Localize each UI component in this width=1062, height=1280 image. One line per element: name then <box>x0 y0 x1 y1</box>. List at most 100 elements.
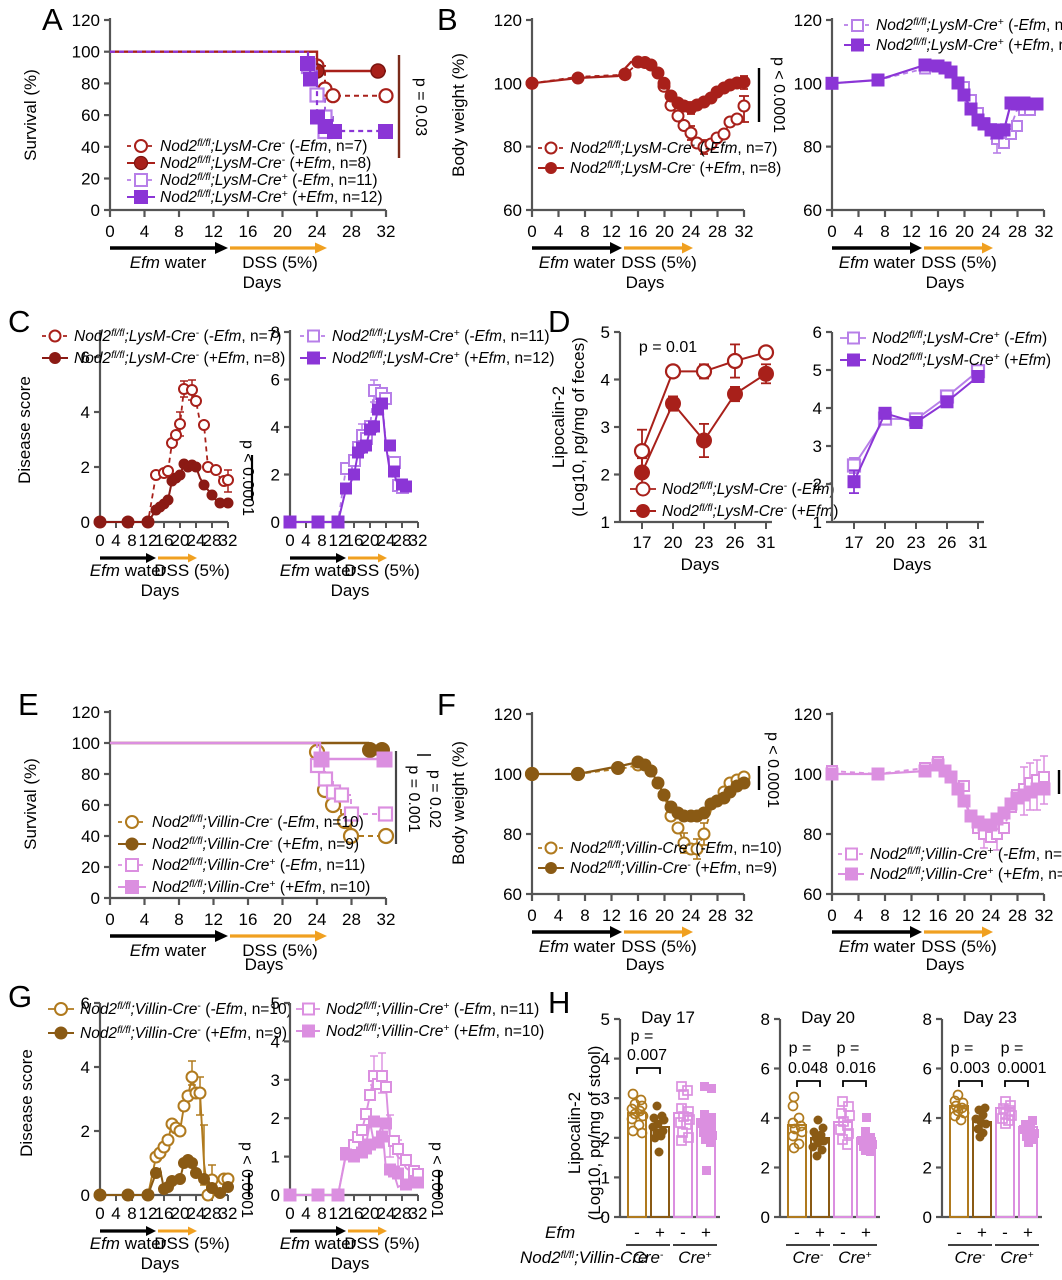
treatment-arrows <box>110 242 327 254</box>
xtick: 8 <box>880 906 889 925</box>
xtick: 8 <box>127 531 136 550</box>
legend-label: Nod2fl/fl;LysM-Cre- (-Efm) <box>662 480 835 498</box>
legend-label: Nod2fl/fl;Villin-Cre- (+Efm, n=9) <box>152 835 359 853</box>
ytick: 100 <box>794 765 822 784</box>
panel-h-label: H <box>548 985 570 1020</box>
dss-label: DSS (5%) <box>242 941 318 960</box>
group-label-cre-neg: Cre- <box>955 1248 986 1267</box>
xtick: 16 <box>345 1204 364 1223</box>
xtick: 17 <box>633 533 652 552</box>
xtick: 4 <box>140 222 149 241</box>
x-ticks: 0 4 8 12 16 20 24 28 32 <box>105 898 395 929</box>
legend-label: Nod2fl/fl;Villin-Cre+ (-Efm, n=11) <box>870 845 1062 863</box>
xtick: 20 <box>955 906 974 925</box>
x-ticks: 17 20 23 26 31 <box>633 522 775 552</box>
points-cre-pos-minus <box>996 1096 1017 1129</box>
legend-item-2: Nod2fl/fl;LysM-Cre- (+Efm, n=8) <box>127 154 371 172</box>
xtick: 4 <box>854 906 863 925</box>
ytick: 0 <box>761 1208 770 1227</box>
panel-a: A 120 100 80 60 40 20 0 Survival (%) <box>0 0 440 292</box>
xtick: 24 <box>377 531 396 550</box>
panel-g-left: 6 4 2 0 Disease score 0 4 8 12 16 <box>17 994 292 1273</box>
series-lysm-cre-neg-minus <box>110 50 394 104</box>
legend-label: Nod2fl/fl;LysM-Cre+ (-Efm) <box>872 329 1047 347</box>
sign-label: - <box>634 1223 640 1242</box>
group-label-cre-neg: Cre- <box>793 1248 824 1267</box>
panel-e-legend: Nod2fl/fl;Villin-Cre- (-Efm, n=10) Nod2f… <box>118 813 370 896</box>
sign-label: - <box>956 1223 962 1242</box>
ytick: 6 <box>81 994 90 1013</box>
legend-label: Nod2fl/fl;Villin-Cre+ (+Efm, n=10) <box>870 865 1062 883</box>
panel-c-right: 8 6 4 2 0 0 4 8 12 16 20 <box>271 323 555 600</box>
x-ticks: 0 4 8 12 16 20 24 28 32 <box>527 210 753 241</box>
efm-water-label: Efm water <box>280 1234 357 1253</box>
efm-water-label: Efm water <box>539 937 616 956</box>
ytick: 120 <box>72 11 100 30</box>
points-cre-neg-minus <box>949 1089 970 1126</box>
ytick: 60 <box>81 796 100 815</box>
ytick: 6 <box>81 348 90 367</box>
x-axis-label: Days <box>245 955 284 974</box>
points-cre-pos-plus <box>696 1082 717 1175</box>
xtick: 24 <box>187 531 206 550</box>
ytick: 120 <box>794 705 822 724</box>
x-ticks: 0 4 8 12 16 20 24 28 32 <box>285 522 427 550</box>
ytick: 6 <box>923 1060 932 1079</box>
ytick: 100 <box>72 734 100 753</box>
xtick: 0 <box>105 910 114 929</box>
treatment-arrows <box>100 553 197 563</box>
xtick: 20 <box>655 906 674 925</box>
panel-h: H Lipocalin-2 (Log10, pg/mg of stool) Ef… <box>520 975 1062 1280</box>
legend-label: Nod2fl/fl;LysM-Cre+ (+Efm, n=12) <box>876 36 1062 54</box>
xtick: 28 <box>342 222 361 241</box>
y-axis-label-2: (Log10, pg/mg of stool) <box>585 1046 604 1221</box>
xtick: 28 <box>393 1204 412 1223</box>
xtick: 0 <box>827 222 836 241</box>
y-axis-label: Disease score <box>17 1049 36 1157</box>
ytick: 60 <box>803 201 822 220</box>
panel-b-label: B <box>437 2 458 37</box>
ytick: 60 <box>503 201 522 220</box>
panel-f-left-legend: Nod2fl/fl;Villin-Cre- (-Efm, n=10) Nod2f… <box>538 839 782 877</box>
legend-label: Nod2fl/fl;LysM-Cre- (+Efm, n=8) <box>74 349 285 367</box>
xtick: 0 <box>527 906 536 925</box>
ytick: 80 <box>803 138 822 157</box>
y-axis-label: Body weight (%) <box>449 53 468 177</box>
ytick: 120 <box>494 11 522 30</box>
xtick: 4 <box>854 222 863 241</box>
x-axis-label: Days <box>893 555 932 574</box>
series-cre-pos-plus-efm <box>825 58 1044 140</box>
ytick: 5 <box>601 1010 610 1029</box>
ytick: 80 <box>81 74 100 93</box>
ytick: 4 <box>601 1050 610 1069</box>
pvalue-bracket-1 <box>958 1080 983 1087</box>
ytick: 80 <box>81 765 100 784</box>
points-cre-neg-minus <box>626 1088 649 1139</box>
series-cre-neg-plus-efm <box>93 458 234 529</box>
xtick: 32 <box>1035 906 1054 925</box>
xtick: 12 <box>902 222 921 241</box>
ytick: 120 <box>494 705 522 724</box>
series-cre-pos-plus-efm <box>847 370 985 495</box>
points-cre-pos-plus <box>1019 1116 1039 1147</box>
ytick: 3 <box>601 418 610 437</box>
ytick: 4 <box>761 1109 770 1128</box>
ytick: 100 <box>494 765 522 784</box>
series-villin-pos-plus <box>283 1115 424 1202</box>
x-ticks: 0 4 8 12 16 20 24 28 32 <box>95 1195 237 1223</box>
points-cre-pos-plus <box>857 1113 877 1156</box>
ytick: 1 <box>601 1168 610 1187</box>
series-cre-neg-plus-efm <box>525 55 751 115</box>
ytick: 0 <box>271 513 280 532</box>
pvalue-f-left: p < 0.0001 <box>764 732 781 808</box>
series-lysm-cre-neg-plus <box>110 50 386 79</box>
xtick: 8 <box>174 910 183 929</box>
ytick: 60 <box>803 885 822 904</box>
treatment-arrows <box>832 242 993 254</box>
dss-label: DSS (5%) <box>621 253 697 272</box>
y-ticks: 8 6 4 2 0 <box>923 1010 942 1227</box>
ytick: 2 <box>923 1159 932 1178</box>
series-cre-pos-minus-efm <box>826 62 1036 154</box>
xtick: 20 <box>171 531 190 550</box>
ytick: 80 <box>803 825 822 844</box>
